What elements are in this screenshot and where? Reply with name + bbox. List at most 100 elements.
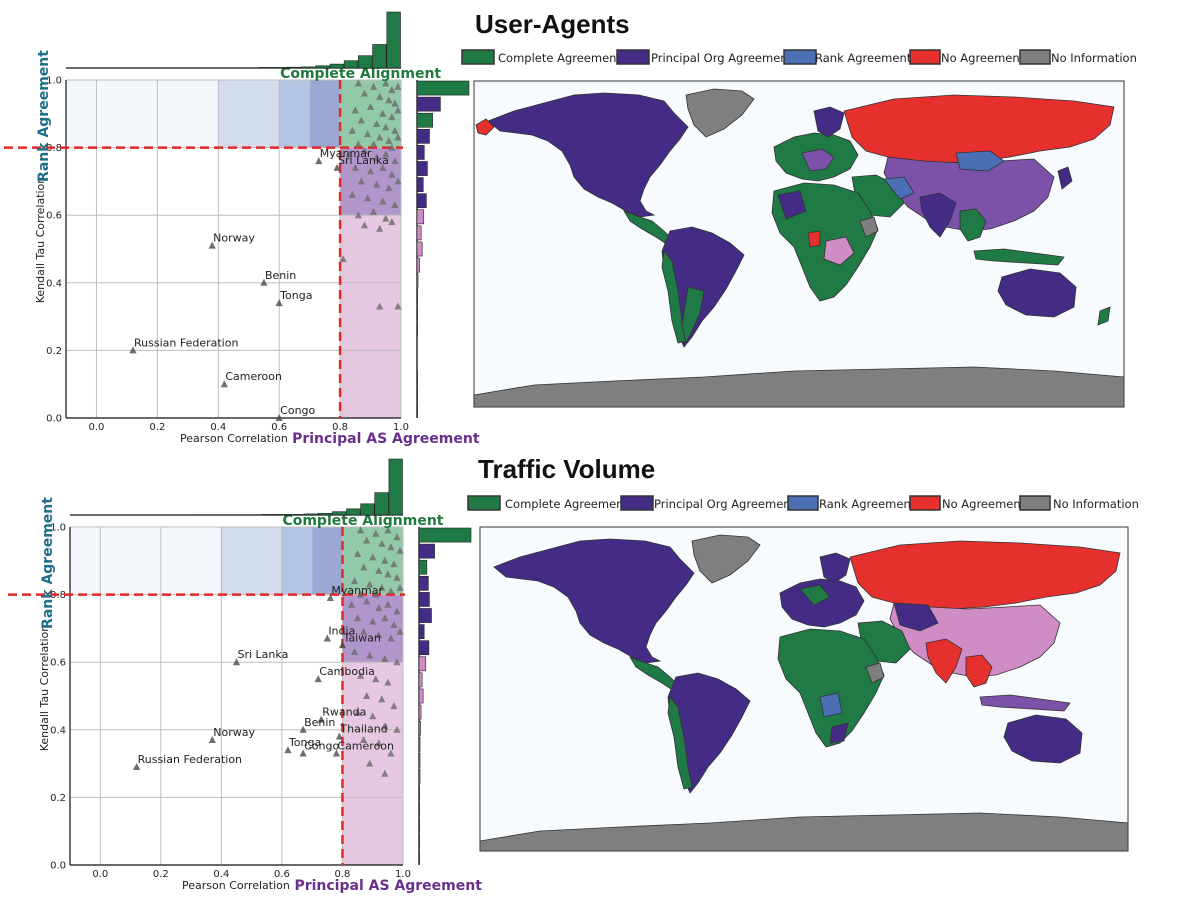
top-histogram-bar — [388, 458, 403, 516]
data-point — [388, 113, 396, 121]
top-histogram-bar — [275, 514, 290, 516]
map-southeast-asia — [959, 208, 987, 242]
map-africa-grey — [859, 216, 879, 238]
data-point — [384, 570, 392, 578]
data-point — [348, 126, 356, 134]
data-point — [348, 190, 356, 198]
data-point — [393, 658, 401, 666]
data-point — [354, 211, 362, 219]
data-point — [366, 103, 375, 111]
principal-agreement-label: Principal AS Agreement — [294, 878, 482, 894]
map-south-america-green — [667, 696, 693, 790]
data-point — [373, 153, 381, 161]
map-europe-purple — [801, 148, 835, 172]
data-point — [390, 560, 398, 568]
world-map — [473, 80, 1125, 408]
data-point — [376, 133, 384, 141]
legend-swatch-noinfo — [1019, 495, 1051, 511]
data-point — [387, 543, 395, 551]
data-point — [390, 621, 398, 629]
right-histogram-bar — [418, 688, 424, 704]
right-histogram-bar — [418, 849, 420, 865]
legend-label-rank: Rank Agreement — [819, 497, 916, 511]
data-point — [396, 546, 404, 554]
point-label: Myanmar — [320, 147, 372, 160]
right-histogram-bar — [418, 575, 429, 591]
point-label: Congo — [304, 739, 339, 752]
y-axis-label: Kendall Tau Correlation — [34, 177, 47, 304]
data-point-labeled — [335, 732, 344, 740]
data-point — [391, 126, 399, 134]
data-point — [366, 167, 375, 175]
right-histogram-bar — [416, 96, 441, 112]
right-histogram-bar — [416, 370, 418, 386]
data-point — [350, 577, 359, 585]
map-argentina — [681, 286, 705, 345]
legend-swatch-rank — [787, 495, 819, 511]
right-histogram-bar — [418, 543, 435, 559]
legend: Complete Agreement Principal Org Agreeme… — [467, 495, 1139, 511]
data-point — [394, 82, 402, 90]
legend-label-none: No Agreement — [941, 51, 1025, 65]
data-point — [369, 140, 378, 148]
data-point — [396, 583, 404, 591]
y-tick-label: 1.0 — [50, 523, 66, 534]
data-point — [353, 550, 362, 558]
data-point — [382, 123, 390, 131]
legend-swatch-rank — [783, 49, 817, 65]
legend-swatch-principal — [620, 495, 654, 511]
data-point — [375, 604, 383, 612]
data-point — [357, 116, 366, 124]
data-point — [379, 109, 387, 117]
data-point-labeled — [332, 749, 340, 757]
panel-title: User-Agents — [475, 9, 630, 39]
legend-label-none: No Agreement — [942, 497, 1026, 511]
scatter-plot-traffic-volume: 0.00.20.40.60.81.00.00.20.40.60.81.0Myan… — [8, 497, 482, 894]
data-point-labeled — [220, 380, 228, 388]
data-point — [387, 749, 395, 757]
data-point — [382, 79, 390, 87]
map-greenland — [691, 534, 761, 584]
legend-swatch-none — [909, 49, 941, 65]
map-antarctica — [479, 812, 1129, 852]
data-point — [375, 631, 383, 639]
data-point — [345, 150, 353, 158]
top-histogram-bar — [329, 63, 344, 69]
top-histogram-bar — [360, 503, 375, 516]
top-histogram-bar — [303, 513, 319, 516]
data-point — [385, 96, 393, 104]
data-point — [384, 600, 392, 608]
right-histogram-bar — [418, 559, 428, 575]
x-tick-label: 0.0 — [92, 869, 108, 880]
top-histogram-bar — [289, 514, 304, 516]
legend-swatch-complete — [467, 495, 501, 511]
data-point — [391, 99, 399, 107]
data-point — [384, 526, 392, 534]
x-tick-label: 0.6 — [274, 869, 290, 880]
data-point — [388, 170, 396, 178]
rank-agreement-band-3 — [309, 80, 341, 148]
map-antarctica — [473, 366, 1125, 408]
data-point-labeled — [326, 593, 334, 601]
top-histogram-bar — [301, 66, 316, 69]
data-point-labeled — [133, 762, 141, 770]
x-tick-label: 0.4 — [213, 869, 229, 880]
data-point — [347, 600, 356, 608]
panel-title: Traffic Volume — [478, 454, 655, 484]
legend-label-noinfo: No Information — [1051, 51, 1137, 65]
map-europe — [779, 578, 865, 628]
legend: Complete Agreement Principal Org Agreeme… — [461, 49, 1137, 65]
data-point — [378, 539, 386, 547]
data-point — [366, 580, 374, 588]
rank-agreement-label: Rank Agreement — [40, 497, 56, 629]
data-point — [353, 614, 362, 622]
y-tick-label: 1.0 — [46, 76, 62, 87]
top-histogram-bar — [258, 67, 273, 69]
point-label: Thailand — [339, 723, 387, 736]
data-point — [394, 177, 402, 185]
data-point — [393, 533, 401, 541]
x-tick-label: 0.4 — [210, 422, 226, 433]
map-north-america — [487, 92, 689, 218]
legend-label-principal: Principal Org Agreement — [654, 497, 796, 511]
